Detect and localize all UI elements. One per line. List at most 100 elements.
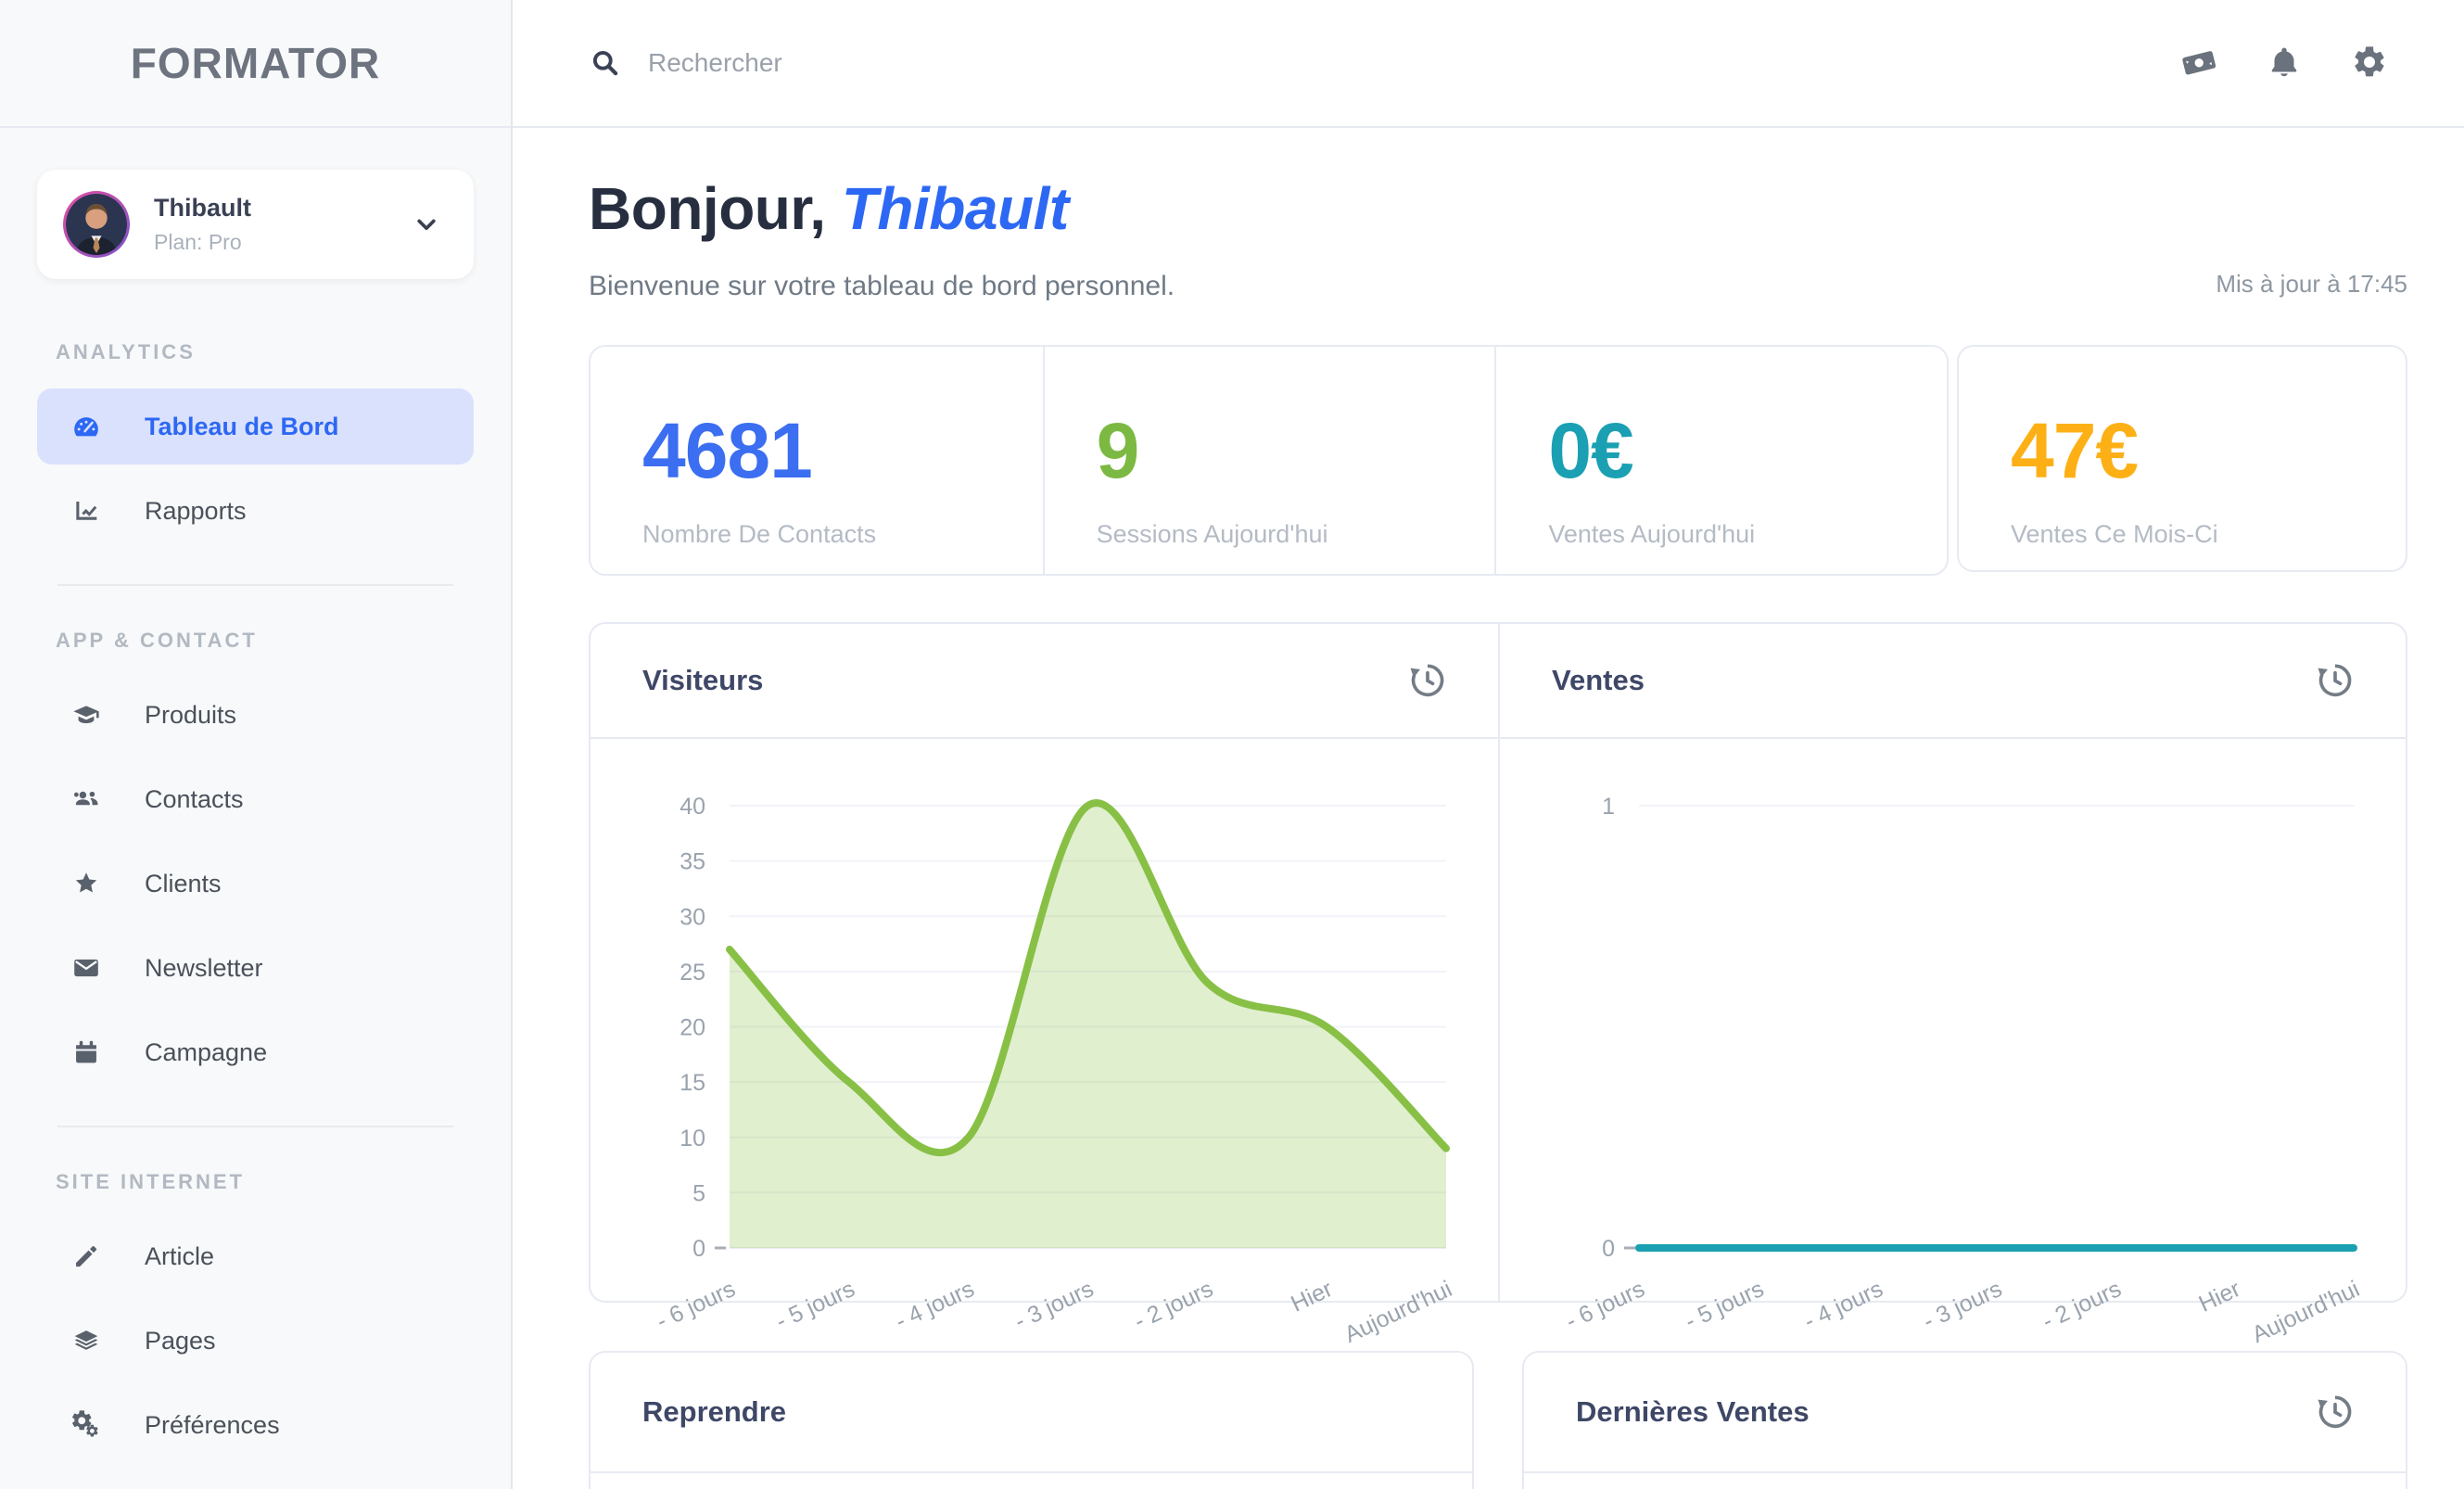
svg-text:Hier: Hier [2195,1276,2244,1317]
user-meta: Thibault Plan: Pro [154,194,251,255]
visitors-panel: Visiteurs 0 5 10 15 20 25 30 35 40 - 6 jours - 5 j… [591,624,1498,1348]
stat-card: 9 Sessions Aujourd'hui [1042,347,1495,574]
svg-text:0: 0 [1602,1236,1615,1262]
gear-button[interactable] [2351,44,2388,83]
sidebar-item-label: Tableau de Bord [145,412,339,440]
sales-chart: 0 1 - 6 jours - 5 jours - 4 jours - 3 jours - … [1500,739,2406,1348]
sidebar-item-contacts[interactable]: Contacts [37,761,474,837]
svg-text:- 4 jours: - 4 jours [892,1276,979,1335]
svg-text:10: 10 [680,1126,705,1152]
page-subtitle: Bienvenue sur votre tableau de bord pers… [589,271,1175,301]
brand-logo[interactable]: FORMATOR [130,39,381,87]
sidebar-item-label: Campagne [145,1037,268,1066]
user-name: Thibault [154,194,251,222]
sidebar-item-rapports[interactable]: Rapports [37,473,474,549]
svg-text:- 5 jours: - 5 jours [1681,1276,1768,1335]
history-icon [1409,661,1446,698]
bell-button[interactable] [2266,44,2303,83]
svg-text:25: 25 [680,960,705,986]
svg-text:40: 40 [680,794,705,820]
svg-text:- 4 jours: - 4 jours [1800,1276,1887,1335]
envelope-icon [70,953,102,983]
search-icon [589,46,622,80]
sidebar-divider [57,1126,453,1127]
avatar [63,191,130,258]
svg-text:- 6 jours: - 6 jours [1562,1276,1649,1335]
visitors-history-button[interactable] [1409,661,1446,701]
layers-icon [70,1326,102,1355]
resume-title: Reprendre [642,1395,787,1428]
calendar-icon [70,1037,102,1067]
main-column: Bonjour, Thibault Bienvenue sur votre ta… [513,0,2464,1489]
chart-line-icon [70,496,102,526]
svg-text:- 6 jours: - 6 jours [653,1276,740,1335]
user-plan: Plan: Pro [154,230,242,254]
resume-header: Reprendre [591,1353,1472,1473]
sidebar-section-title: ANALYTICS [56,340,196,363]
last-sales-title: Dernières Ventes [1576,1395,1810,1428]
sidebar-item-label: Préférences [145,1410,280,1439]
svg-text:0: 0 [692,1236,705,1262]
pencil-icon [70,1241,102,1271]
sales-history-button[interactable] [2317,661,2354,701]
logo-box: FORMATOR [0,0,511,128]
sidebar-item-campagne[interactable]: Campagne [37,1014,474,1090]
chevron-down-icon [411,209,442,240]
svg-text:35: 35 [680,849,705,875]
last-sales-history-button[interactable] [2317,1393,2354,1432]
stat-label: Nombre De Contacts [642,520,877,548]
sidebar-item-label: Contacts [145,784,244,813]
sidebar-section-title: APP & CONTACT [56,629,258,652]
dashboard-content: Bonjour, Thibault Bienvenue sur votre ta… [513,128,2464,1489]
stat-label: Ventes Ce Mois-Ci [2011,520,2218,548]
search-bar [589,46,2180,80]
sidebar: FORMATOR Thibault [0,0,513,1489]
resume-card: Reprendre [589,1351,1474,1489]
visitors-title: Visiteurs [642,664,764,696]
sidebar-item-preferences[interactable]: Préférences [37,1387,474,1463]
stats-row: 4681 Nombre De Contacts 9 Sessions Aujourd'… [589,345,2407,576]
svg-text:- 2 jours: - 2 jours [2039,1276,2126,1335]
sales-header: Ventes [1500,624,2406,739]
history-icon [2317,661,2354,698]
visitors-chart: 0 5 10 15 20 25 30 35 40 - 6 jours - 5 jours - 4 jo… [591,739,1498,1348]
svg-text:30: 30 [680,904,705,930]
stats-group-card: 4681 Nombre De Contacts 9 Sessions Aujourd'… [589,345,1949,576]
tachometer-icon [70,412,102,441]
sidebar-item-clients[interactable]: Clients [37,846,474,922]
users-icon [70,784,102,814]
stat-value: 47€ [2011,407,2139,494]
sidebar-item-tableau-de-bord[interactable]: Tableau de Bord [37,388,474,465]
svg-text:Hier: Hier [1287,1276,1336,1317]
money-bill-icon [2180,44,2217,81]
svg-text:- 5 jours: - 5 jours [772,1276,859,1335]
svg-text:5: 5 [692,1180,705,1206]
visitors-header: Visiteurs [591,624,1498,739]
sales-panel: Ventes 0 1 - 6 jours - 5 jours - 4 jours - 3 … [1498,624,2406,1348]
cogs-icon [70,1410,102,1440]
updated-timestamp: Mis à jour à 17:45 [2216,270,2407,298]
bottom-row: Reprendre Dernières Ventes [589,1351,2407,1489]
sidebar-nav: ANALYTICS Tableau de Bord Rapports APP & CO… [0,340,511,1471]
user-menu[interactable]: Thibault Plan: Pro [37,170,474,279]
sidebar-item-produits[interactable]: Produits [37,677,474,753]
svg-text:15: 15 [680,1070,705,1096]
sidebar-item-label: Clients [145,869,222,897]
sidebar-section-title: SITE INTERNET [56,1170,246,1193]
charts-card: Visiteurs 0 5 10 15 20 25 30 35 40- 6 jours - 5 j… [589,622,2407,1348]
sidebar-item-pages[interactable]: Pages [37,1303,474,1379]
graduation-cap-icon [70,700,102,730]
page-title: Bonjour, Thibault [589,175,1069,242]
last-sales-card: Dernières Ventes [1522,1351,2407,1489]
svg-text:- 3 jours: - 3 jours [1919,1276,2006,1335]
sidebar-item-newsletter[interactable]: Newsletter [37,930,474,1006]
stat-card: 4681 Nombre De Contacts [591,347,1043,574]
topbar-actions [2180,44,2388,83]
sidebar-item-article[interactable]: Article [37,1218,474,1294]
search-input[interactable] [648,48,1297,78]
money-bill-button[interactable] [2180,44,2217,83]
history-icon [2317,1393,2354,1430]
sales-title: Ventes [1552,664,1645,696]
svg-text:- 2 jours: - 2 jours [1130,1276,1217,1335]
sidebar-item-label: Newsletter [145,953,263,982]
